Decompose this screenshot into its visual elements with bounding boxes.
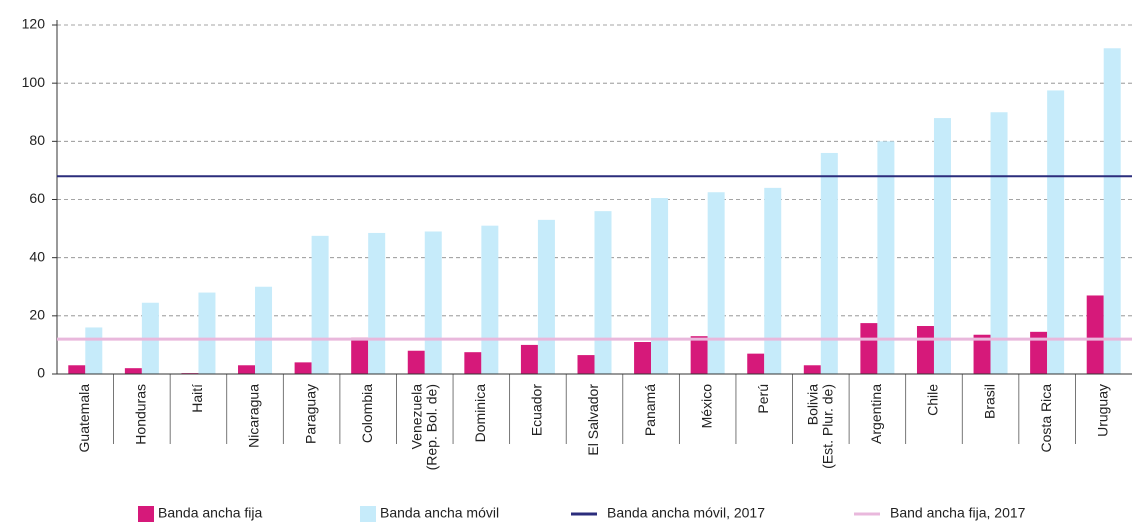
x-tick-label: Venezuela(Rep. Bol. de)	[408, 384, 439, 471]
legend-swatch	[138, 506, 154, 522]
x-tick-label-line: Bolivia	[804, 384, 820, 425]
bar	[68, 365, 86, 374]
legend-label: Band ancha fija, 2017	[890, 505, 1026, 521]
bar	[424, 231, 442, 374]
y-tick-label: 100	[22, 74, 46, 90]
bar	[820, 152, 838, 374]
x-tick-label: Argentina	[868, 384, 884, 444]
bar	[916, 326, 934, 374]
x-tick-label: Ecuador	[529, 384, 545, 436]
legend-label: Banda ancha móvil	[380, 505, 499, 521]
x-tick-label: Chile	[925, 384, 941, 416]
x-tick-label-line: Venezuela	[408, 384, 424, 450]
bar	[764, 187, 782, 374]
bar	[368, 232, 386, 374]
bar	[520, 344, 538, 374]
bar	[238, 365, 256, 374]
bar	[803, 365, 821, 374]
x-tick-label: Brasil	[981, 384, 997, 419]
bar	[294, 362, 312, 374]
bar	[973, 334, 991, 374]
bar	[1103, 48, 1121, 375]
x-tick-label: Uruguay	[1094, 384, 1110, 437]
x-tick-label: Nicaragua	[246, 384, 262, 448]
x-tick-label: Paraguay	[302, 384, 318, 444]
x-tick-label: Colombia	[359, 384, 375, 443]
bar	[481, 225, 499, 374]
bar	[1086, 295, 1104, 374]
x-tick-label: Panamá	[642, 384, 658, 436]
y-tick-label: 60	[29, 190, 45, 206]
bar	[124, 368, 142, 374]
bar	[594, 211, 612, 374]
y-tick-label: 0	[37, 365, 45, 381]
x-tick-label: Costa Rica	[1038, 384, 1054, 453]
bar	[351, 337, 369, 374]
y-tick-label: 40	[29, 248, 45, 264]
x-tick-label: Haití	[189, 384, 205, 413]
bar	[877, 141, 895, 374]
bar	[933, 118, 951, 374]
bar	[577, 355, 595, 374]
x-tick-label: Perú	[755, 384, 771, 414]
x-tick-label: Dominica	[472, 384, 488, 443]
bar	[651, 198, 669, 374]
bar	[634, 342, 652, 374]
bar	[464, 352, 482, 374]
y-tick-label: 120	[22, 16, 46, 32]
x-tick-label: Guatemala	[76, 384, 92, 453]
x-tick-label: Bolivia(Est. Plur. de)	[804, 384, 835, 469]
bar	[747, 353, 765, 374]
legend-label: Banda ancha móvil, 2017	[607, 505, 765, 521]
legend-swatch	[360, 506, 376, 522]
bar	[537, 219, 555, 374]
x-tick-label: El Salvador	[585, 384, 601, 456]
bar	[255, 286, 273, 374]
bar	[407, 350, 425, 374]
bar	[990, 112, 1008, 374]
bar	[311, 235, 329, 374]
bar	[198, 292, 216, 374]
x-tick-label: Honduras	[133, 384, 149, 445]
bar	[1030, 331, 1048, 374]
legend-label: Banda ancha fija	[158, 505, 263, 521]
x-tick-label: México	[698, 384, 714, 429]
x-tick-label-line: (Rep. Bol. de)	[423, 384, 439, 470]
bar	[707, 192, 725, 374]
x-tick-label-line: (Est. Plur. de)	[819, 384, 835, 469]
bar	[1047, 90, 1065, 374]
bar	[860, 323, 878, 374]
bar	[85, 327, 103, 374]
y-tick-label: 20	[29, 307, 45, 323]
bar	[690, 336, 708, 374]
y-tick-label: 80	[29, 132, 45, 148]
